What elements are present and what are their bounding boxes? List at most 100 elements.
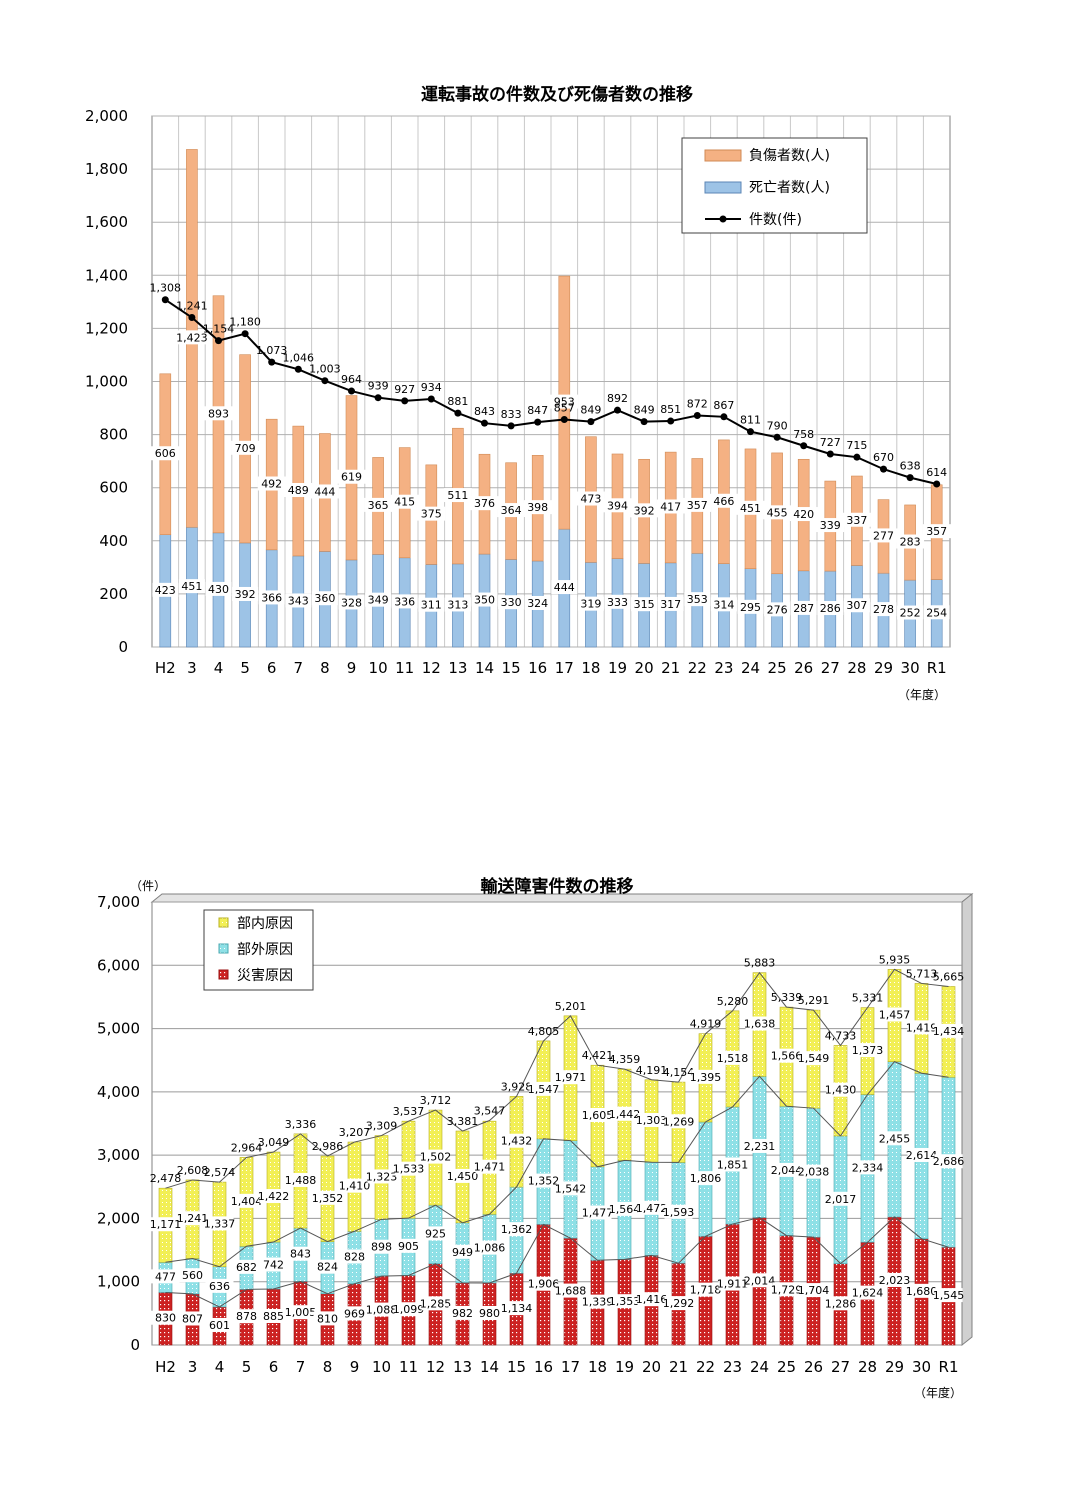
data-label-total: 3,336	[285, 1118, 317, 1131]
y-tick-label: 1,000	[85, 373, 128, 391]
legend-label-external: 部外原因	[237, 942, 293, 958]
legend-swatch-internal	[218, 917, 229, 928]
y-tick-label: 1,000	[97, 1273, 140, 1291]
x-tick-label: 6	[269, 1358, 279, 1376]
x-tick-label: 22	[696, 1358, 715, 1376]
data-label-internal: 1,422	[258, 1190, 290, 1203]
legend-label-internal: 部内原因	[237, 916, 293, 932]
data-label-external: 682	[236, 1261, 257, 1274]
data-label-bg	[826, 1191, 855, 1206]
data-label-injuries: 365	[368, 499, 389, 512]
y-tick-label: 800	[99, 426, 128, 444]
data-label-internal: 1,395	[690, 1071, 722, 1084]
data-label-fatalities: 423	[155, 584, 176, 597]
data-label-injuries: 357	[926, 525, 947, 538]
data-label-bg	[556, 1283, 585, 1298]
data-label-bg	[907, 1283, 936, 1298]
data-label-bg	[763, 505, 792, 520]
data-label-accidents: 872	[687, 397, 708, 410]
data-label-external: 1,086	[474, 1242, 506, 1255]
data-label-bg	[529, 1173, 558, 1188]
data-label-accidents: 1,073	[256, 344, 288, 357]
data-label-total: 5,935	[879, 953, 911, 966]
x-tick-label: 5	[242, 1358, 252, 1376]
data-label-fatalities: 392	[235, 588, 256, 601]
data-label-injuries: 277	[873, 529, 894, 542]
data-label-disaster: 1,704	[798, 1284, 830, 1297]
data-label-bg	[286, 1246, 315, 1261]
data-label-bg	[799, 1164, 828, 1179]
data-label-fatalities: 366	[261, 591, 282, 604]
data-label-external: 828	[344, 1250, 365, 1263]
data-label-bg	[934, 1154, 963, 1169]
data-label-bg	[470, 496, 499, 511]
data-label-bg	[583, 1294, 612, 1309]
data-label-external: 2,686	[933, 1155, 965, 1168]
data-label-external: 2,334	[852, 1161, 884, 1174]
x-tick-label: 11	[395, 659, 414, 677]
data-label-injuries: 398	[527, 501, 548, 514]
data-label-fatalities: 313	[447, 598, 468, 611]
line-point-accidents	[481, 419, 488, 427]
data-label-external: 2,044	[771, 1164, 803, 1177]
data-label-bg	[529, 1276, 558, 1291]
data-label-total: 2,574	[204, 1166, 236, 1179]
data-label-total: 2,478	[150, 1172, 182, 1185]
data-label-injuries: 451	[740, 502, 761, 515]
data-label-bg	[417, 506, 446, 521]
x-tick-label: 19	[615, 1358, 634, 1376]
data-label-bg	[604, 594, 631, 609]
data-label-injuries: 893	[208, 407, 229, 420]
data-label-bg	[313, 1259, 342, 1274]
x-tick-label: 20	[635, 659, 654, 677]
data-label-fatalities: 278	[873, 603, 894, 616]
chart-title: 輸送障害件数の推移	[481, 876, 634, 897]
data-label-injuries: 339	[820, 519, 841, 532]
data-label-bg	[367, 1169, 396, 1184]
data-label-accidents: 847	[527, 404, 548, 417]
data-label-bg	[691, 1282, 720, 1297]
data-label-disaster: 601	[209, 1319, 230, 1332]
data-label-accidents: 1,308	[150, 282, 182, 295]
data-label-fatalities: 314	[713, 598, 734, 611]
data-label-fatalities: 307	[846, 599, 867, 612]
data-label-bg	[502, 1301, 531, 1316]
data-label-bg	[610, 1201, 639, 1216]
data-label-total: 2,964	[231, 1141, 263, 1154]
data-label-bg	[907, 1020, 936, 1035]
data-label-total: 5,280	[717, 995, 749, 1008]
data-label-bg	[664, 1114, 693, 1129]
data-label-disaster: 1,292	[663, 1297, 695, 1310]
x-tick-label: 16	[534, 1358, 553, 1376]
data-label-fatalities: 353	[687, 593, 708, 606]
data-label-bg	[656, 499, 685, 514]
x-tick-label: 26	[804, 1358, 823, 1376]
data-label-accidents: 727	[820, 436, 841, 449]
x-tick-label: 12	[422, 659, 441, 677]
data-label-bg	[664, 1204, 693, 1219]
data-label-disaster: 830	[155, 1312, 176, 1325]
data-label-internal: 1,638	[744, 1018, 776, 1031]
data-label-accidents: 843	[474, 405, 495, 418]
y-tick-label: 2,000	[85, 107, 128, 125]
data-label-total: 3,928	[501, 1080, 533, 1093]
data-label-internal: 1,547	[528, 1083, 560, 1096]
data-label-total: 3,547	[474, 1105, 506, 1118]
data-label-disaster: 1,545	[933, 1289, 965, 1302]
line-point-accidents	[507, 422, 515, 430]
data-label-bg	[799, 1283, 828, 1298]
data-label-bg	[745, 1273, 774, 1288]
x-tick-label: 24	[750, 1358, 769, 1376]
data-label-accidents: 833	[501, 408, 522, 421]
data-label-total: 4,733	[825, 1029, 857, 1042]
data-label-external: 2,231	[744, 1140, 776, 1153]
x-tick-label: 11	[399, 1358, 418, 1376]
y-tick-label: 7,000	[97, 893, 140, 911]
x-tick-label: 8	[320, 659, 330, 677]
data-label-external: 1,362	[501, 1223, 533, 1236]
data-label-fatalities: 350	[474, 594, 495, 607]
data-label-bg	[799, 1051, 828, 1066]
data-label-bg	[232, 1309, 261, 1324]
x-tick-label: 9	[347, 659, 357, 677]
data-label-disaster: 1,353	[609, 1295, 641, 1308]
